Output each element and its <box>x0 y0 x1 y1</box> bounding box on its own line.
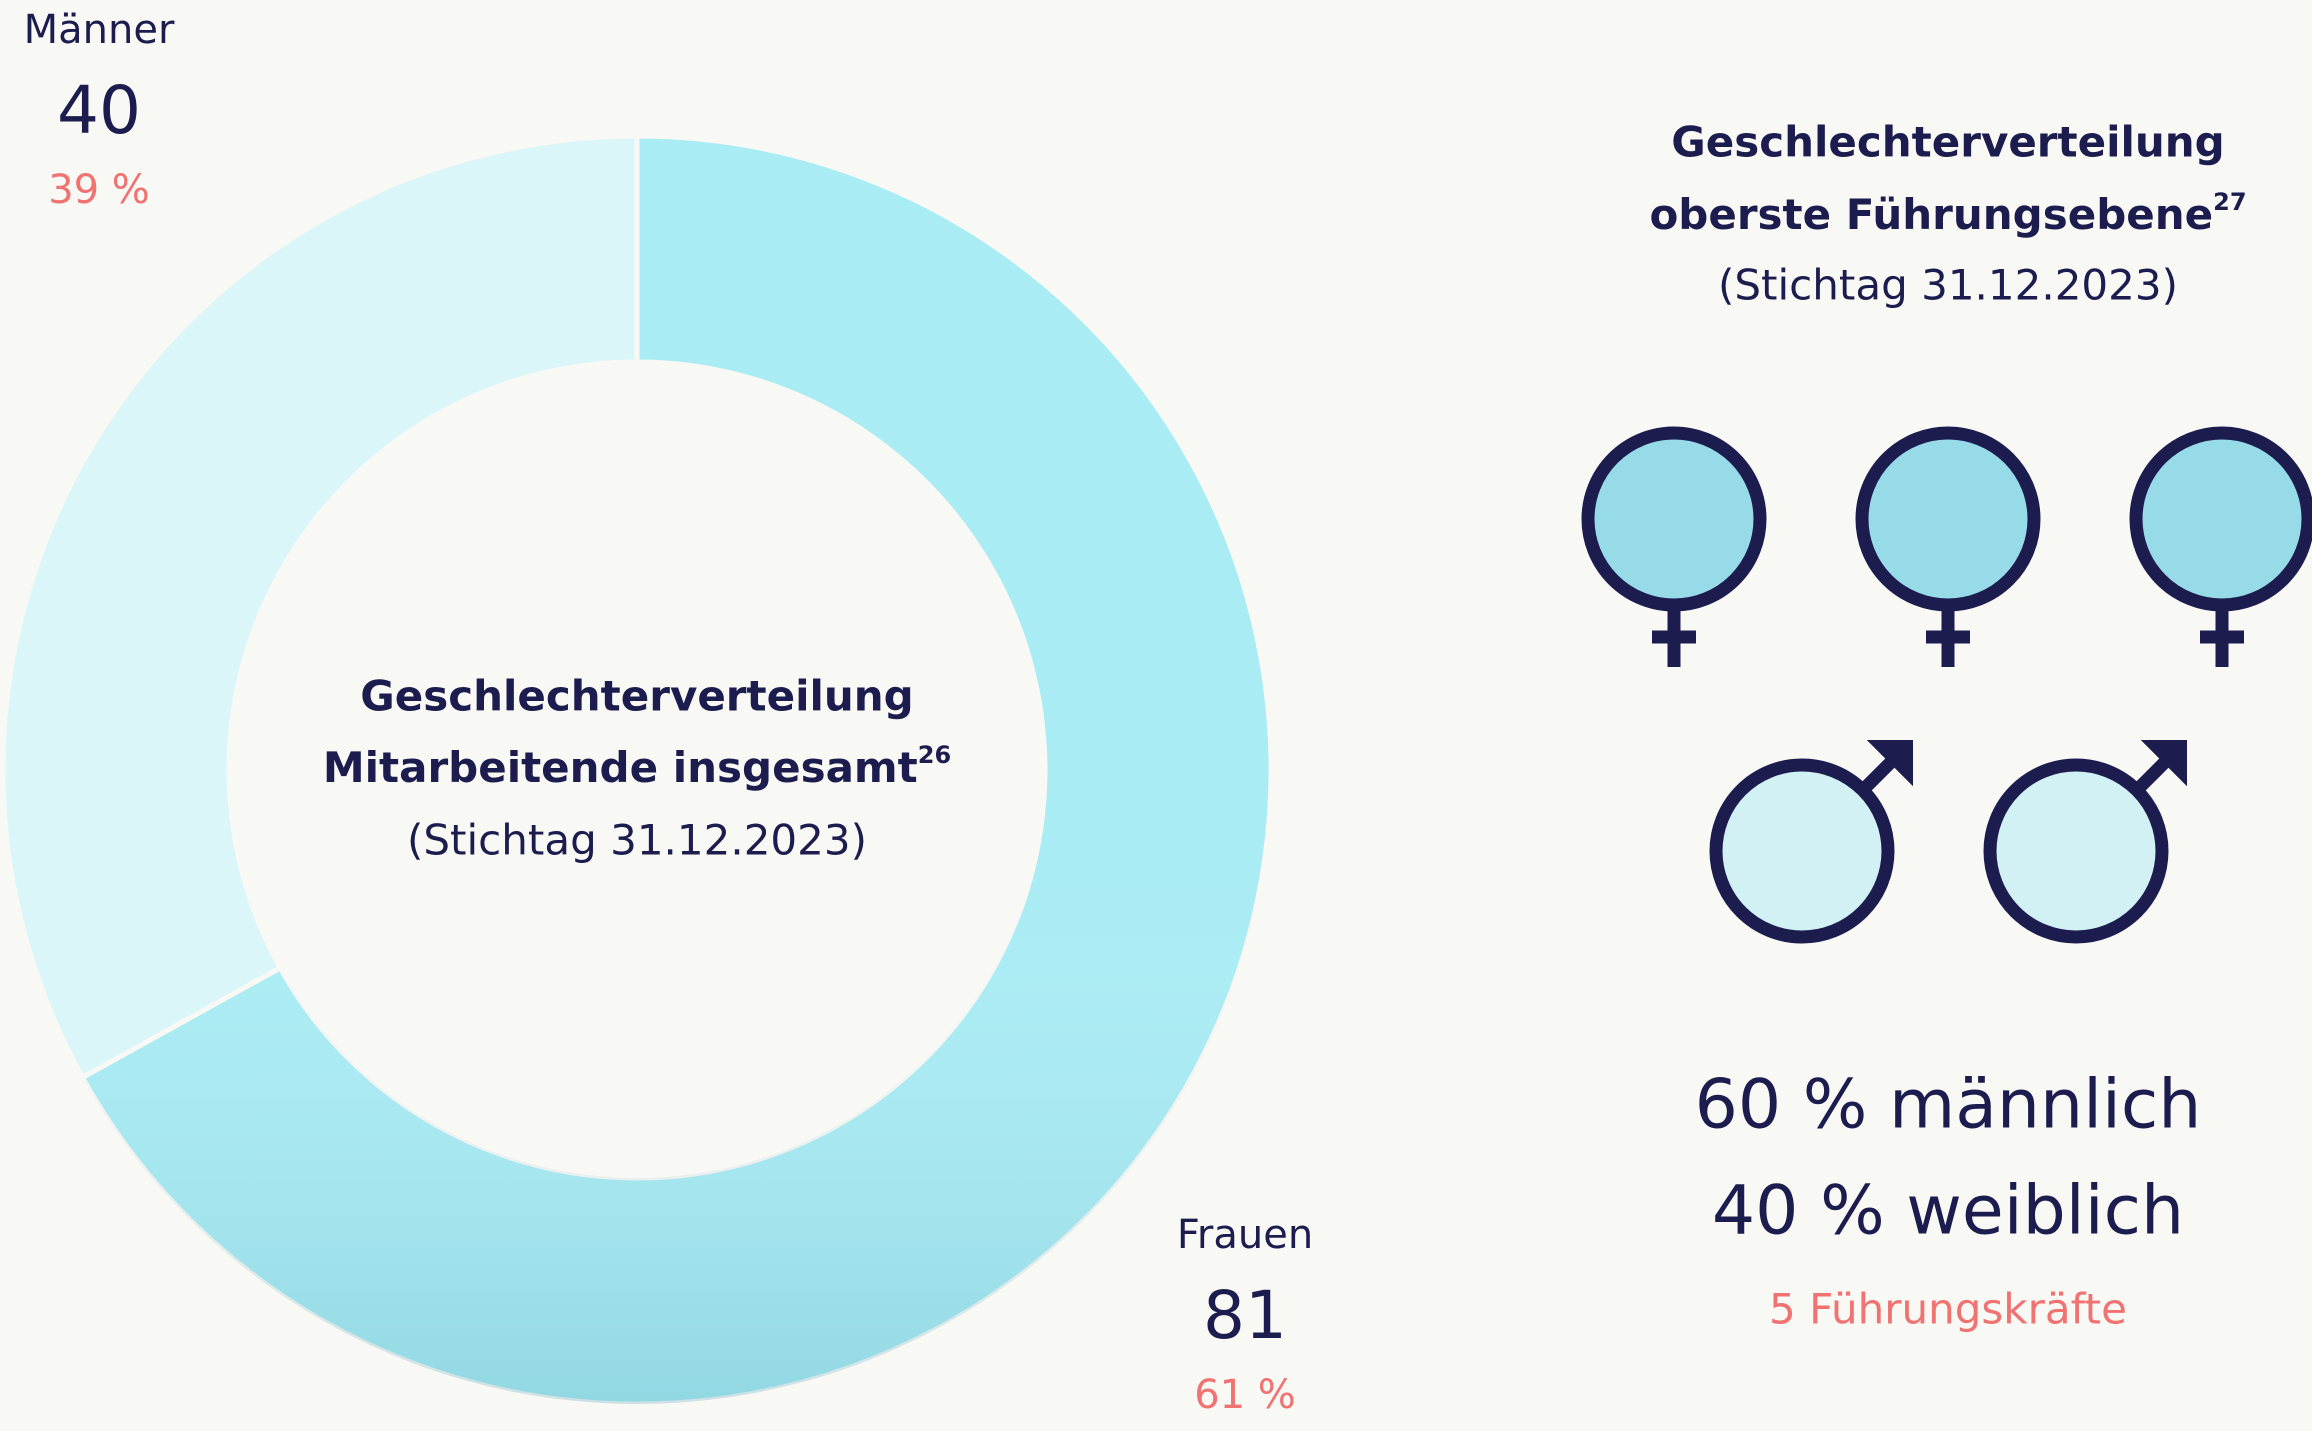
donut-segment <box>0 133 640 1081</box>
stat: 60 % männlich <box>1695 1066 2202 1145</box>
chart-subtitle: (Stichtag 31.12.2023) <box>407 816 867 865</box>
panel-title-line: oberste Führungsebene <box>1649 190 2213 239</box>
value-label: 40 <box>57 72 141 149</box>
panel-subtitle: (Stichtag 31.12.2023) <box>1718 261 2178 310</box>
footnote: 27 <box>2213 188 2246 216</box>
category-label: Frauen <box>1177 1212 1313 1258</box>
chart-title: Mitarbeitende insgesamt26 <box>323 741 951 792</box>
category-label: Männer <box>24 7 175 53</box>
icon-circle <box>1581 426 1767 612</box>
panel-title: Geschlechterverteilung <box>1671 118 2225 167</box>
donut-chart <box>0 133 1274 1407</box>
percent-label: 61 % <box>1194 1372 1296 1418</box>
footnote: 26 <box>918 741 951 769</box>
male-icon <box>1983 740 2187 944</box>
percent-label: 39 % <box>48 167 150 213</box>
value-label: 81 <box>1203 1277 1287 1354</box>
icon-arrowhead <box>1866 740 1913 787</box>
note: 5 Führungskräfte <box>1769 1285 2127 1334</box>
panel-title: oberste Führungsebene27 <box>1649 188 2246 239</box>
segment-shade <box>82 136 1271 1404</box>
icon-circle <box>2129 426 2312 612</box>
icon-circle <box>1983 758 2169 944</box>
gender-icons <box>1581 426 2312 944</box>
female-icon <box>2129 426 2312 667</box>
chart-title: Geschlechterverteilung <box>360 672 914 721</box>
stat: 40 % weiblich <box>1712 1172 2184 1251</box>
female-icon <box>1855 426 2041 667</box>
female-icon <box>1581 426 1767 667</box>
male-icon <box>1709 740 1913 944</box>
icon-arrowhead <box>2140 740 2187 787</box>
icon-circle <box>1709 758 1895 944</box>
icon-circle <box>1855 426 2041 612</box>
chart-title-line: Mitarbeitende insgesamt <box>323 743 918 792</box>
